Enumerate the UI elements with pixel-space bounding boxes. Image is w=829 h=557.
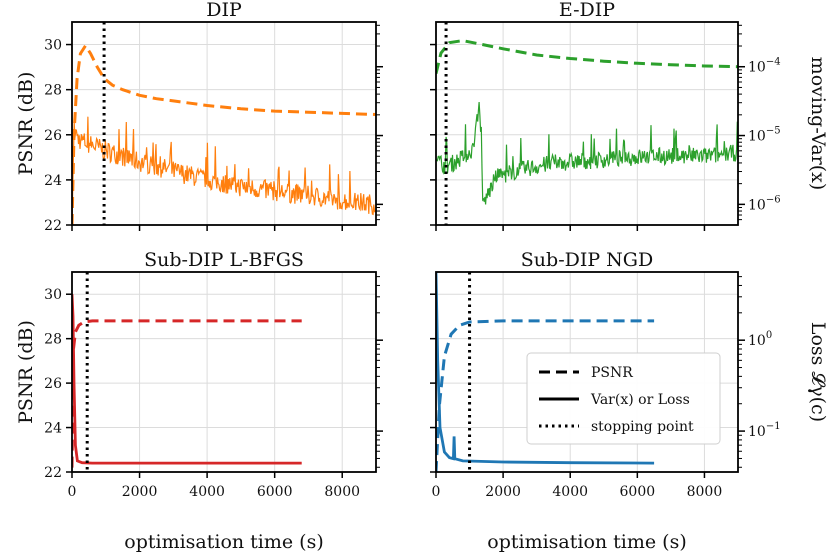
series-variance	[436, 272, 655, 465]
y-tick-label: 30	[44, 287, 62, 303]
x-axis-label: optimisation time (s)	[487, 531, 687, 553]
x-tick-label: 8000	[687, 484, 723, 500]
y-tick-label: 26	[44, 376, 62, 392]
x-tick-label: 2000	[122, 484, 158, 500]
x-tick-label: 0	[432, 484, 441, 500]
axes-frame	[435, 21, 739, 226]
panel-title: Sub-DIP L-BFGS	[144, 249, 304, 271]
y-tick-label: 22	[44, 465, 62, 481]
panel-title: DIP	[206, 0, 242, 21]
legend-box	[526, 352, 721, 445]
panel-title: Sub-DIP NGD	[521, 249, 653, 271]
x-tick-label: 0	[68, 484, 77, 500]
right-tick-label: 10−4	[748, 57, 781, 76]
y-tick-label: 30	[44, 38, 62, 54]
plot-area	[436, 272, 655, 472]
x-tick-label: 6000	[257, 484, 293, 500]
y-tick-label: 24	[44, 421, 62, 437]
right-axis-label: moving-Var(x)	[807, 57, 829, 191]
panel-4: 0 2000 4000 6000 8000 100 10−1 Sub-DIP NGD Loss …	[430, 249, 829, 553]
series-variance	[72, 294, 302, 465]
series-psnr	[436, 319, 655, 472]
y-tick-label: 24	[44, 173, 62, 189]
axes-frame	[435, 271, 739, 473]
right-tick-label: 10−1	[748, 421, 781, 440]
legend: PSNR Var(x) or Loss stopping point	[526, 352, 721, 445]
panel-3: 22 24 26 28 30 0 2000 4000 6000 8000 Sub-DIP L-BFG…	[15, 249, 383, 553]
right-tick-label: 100	[748, 330, 772, 349]
x-tick-label: 4000	[189, 484, 225, 500]
y-tick-label: 28	[44, 83, 62, 99]
series-variance	[436, 101, 738, 205]
x-tick-label: 4000	[552, 484, 588, 500]
axes-frame	[71, 271, 377, 473]
series-psnr	[436, 39, 738, 74]
legend-label: Var(x) or Loss	[590, 392, 690, 408]
panel-1: 22 24 26 28 30 DIP PSNR (dB)	[15, 0, 383, 234]
x-axis-label: optimisation time (s)	[124, 531, 324, 553]
panel-title: E-DIP	[559, 0, 615, 21]
right-tick-label: 10−5	[748, 126, 781, 145]
plot-area	[72, 42, 376, 225]
y-axis-label: PSNR (dB)	[15, 72, 37, 176]
plot-area	[72, 294, 302, 468]
y-axis-label: PSNR (dB)	[15, 320, 37, 424]
right-tick-label: 10−6	[748, 194, 781, 213]
x-tick-label: 6000	[620, 484, 656, 500]
panels: 22 24 26 28 30 DIP PSNR (dB) 10−4 10−5 10−6 E-DIP m…	[15, 0, 829, 553]
legend-label: stopping point	[591, 419, 694, 435]
series-variance	[72, 116, 376, 225]
legend-label: PSNR	[591, 365, 633, 381]
axes-frame	[71, 21, 377, 226]
x-tick-label: 8000	[324, 484, 360, 500]
y-tick-label: 26	[44, 128, 62, 144]
series-psnr	[72, 42, 376, 225]
y-tick-label: 22	[44, 218, 62, 234]
panel-2: 10−4 10−5 10−6 E-DIP moving-Var(x)	[430, 0, 829, 231]
x-tick-label: 2000	[485, 484, 521, 500]
plot-area	[436, 39, 738, 205]
right-axis-label: Loss 𝓛γ(c)	[807, 322, 829, 422]
series-psnr	[72, 319, 302, 468]
y-tick-label: 28	[44, 332, 62, 348]
